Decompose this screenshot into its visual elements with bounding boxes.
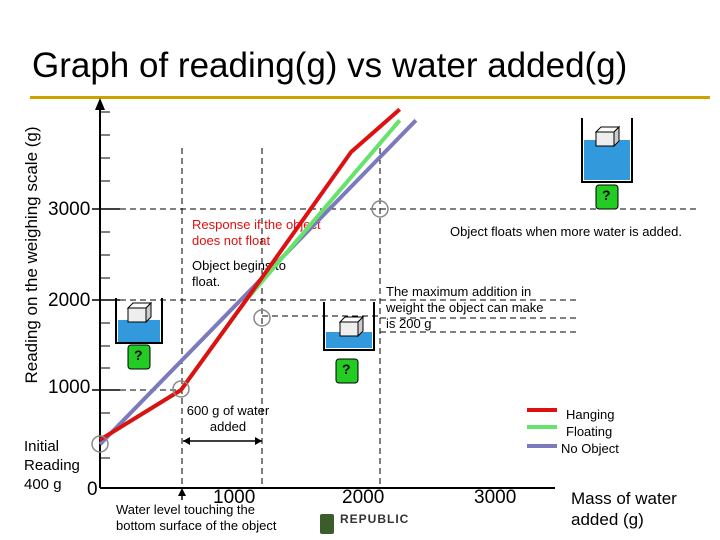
legend-label-floating: Floating <box>566 424 613 439</box>
series-line-floating <box>98 119 402 442</box>
initial-point-marker <box>91 435 109 453</box>
scale-icon-1 <box>127 344 151 370</box>
scale-icon-2 <box>335 358 359 384</box>
logo-mark-icon <box>320 514 334 534</box>
legend-label-no-object: No Object <box>561 441 619 456</box>
arrow-up-icon <box>178 488 186 496</box>
scale-readout-2: ? <box>342 361 351 377</box>
max-addition-note: The maximum addition in weight the objec… <box>386 284 544 331</box>
water-level-point-marker <box>172 380 190 398</box>
origin-label: 0 <box>87 479 98 500</box>
y-tick-label-1000: 1000 <box>48 377 91 398</box>
series-line-hanging <box>98 107 402 442</box>
initial-reading-note: Initial Reading 400 g <box>24 438 80 493</box>
water-level-note: Water level touching the bottom surface … <box>116 502 277 533</box>
beaker-icon-2 <box>323 302 375 351</box>
x-tick-label-1000: 1000 <box>213 487 256 508</box>
float-begin-point-marker <box>253 309 271 327</box>
y-axis-arrow-icon <box>95 98 105 110</box>
x-tick-label-2000: 2000 <box>342 487 385 508</box>
water-600-note: 600 g of water added <box>186 403 270 434</box>
y-axis-ticks <box>92 111 120 459</box>
x-axis-label: Mass of water added (g) <box>571 489 677 529</box>
chart-title: Graph of reading(g) vs water added(g) <box>32 46 628 85</box>
no-float-note: Response if the object does not float <box>192 217 321 248</box>
y-tick-label-2000: 2000 <box>48 290 91 311</box>
scale-readout-1: ? <box>134 347 143 363</box>
beaker-icon-3 <box>581 118 633 183</box>
y-tick-label-3000: 3000 <box>48 199 91 220</box>
scale-icon-3 <box>595 184 619 210</box>
float-more-point-marker <box>371 200 389 218</box>
floats-more-note: Object floats when more water is added. <box>450 224 682 239</box>
legend-label-hanging: Hanging <box>566 407 615 422</box>
series-layer <box>98 107 418 446</box>
x-tick-label-3000: 3000 <box>474 487 517 508</box>
beaker-icon-1 <box>115 298 163 344</box>
title-underline <box>30 96 710 99</box>
arrow-left-icon <box>183 437 190 445</box>
scale-readout-3: ? <box>602 187 611 203</box>
arrow-right-icon <box>255 437 262 445</box>
logo-text: REPUBLIC <box>340 512 410 526</box>
